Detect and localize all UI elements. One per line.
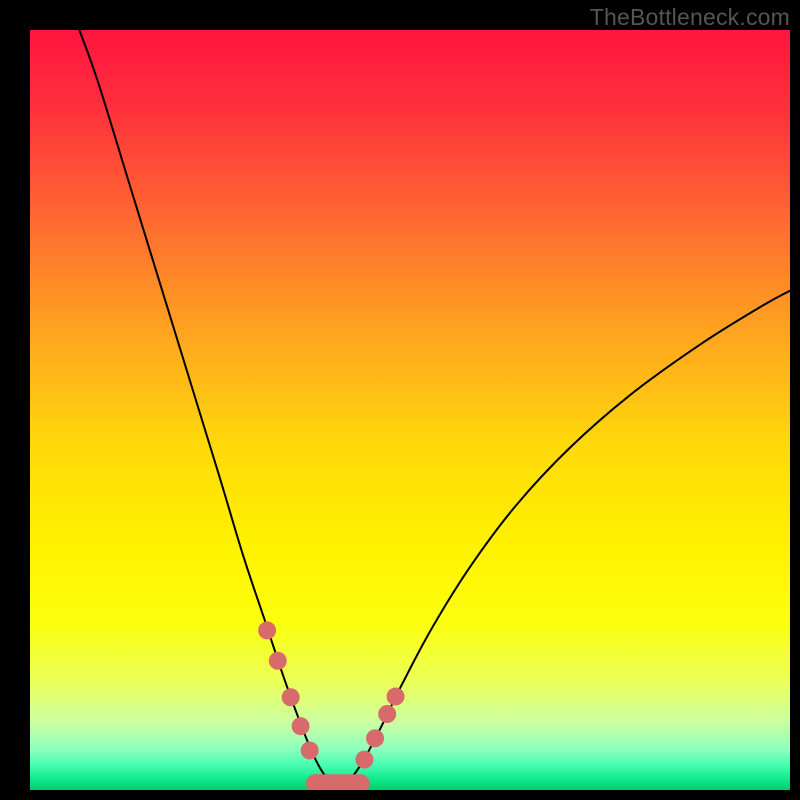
plot-svg [30, 30, 790, 790]
highlight-dot [355, 751, 373, 769]
highlight-pill [306, 774, 370, 790]
plot-area [30, 30, 790, 790]
highlight-dot [292, 717, 310, 735]
highlight-dot [301, 741, 319, 759]
highlight-dot [258, 621, 276, 639]
highlight-dot [366, 729, 384, 747]
highlight-dot [378, 705, 396, 723]
highlight-dot [282, 688, 300, 706]
highlight-dot [269, 652, 287, 670]
watermark-text: TheBottleneck.com [590, 4, 790, 31]
gradient-background [30, 30, 790, 790]
highlight-dot [387, 688, 405, 706]
